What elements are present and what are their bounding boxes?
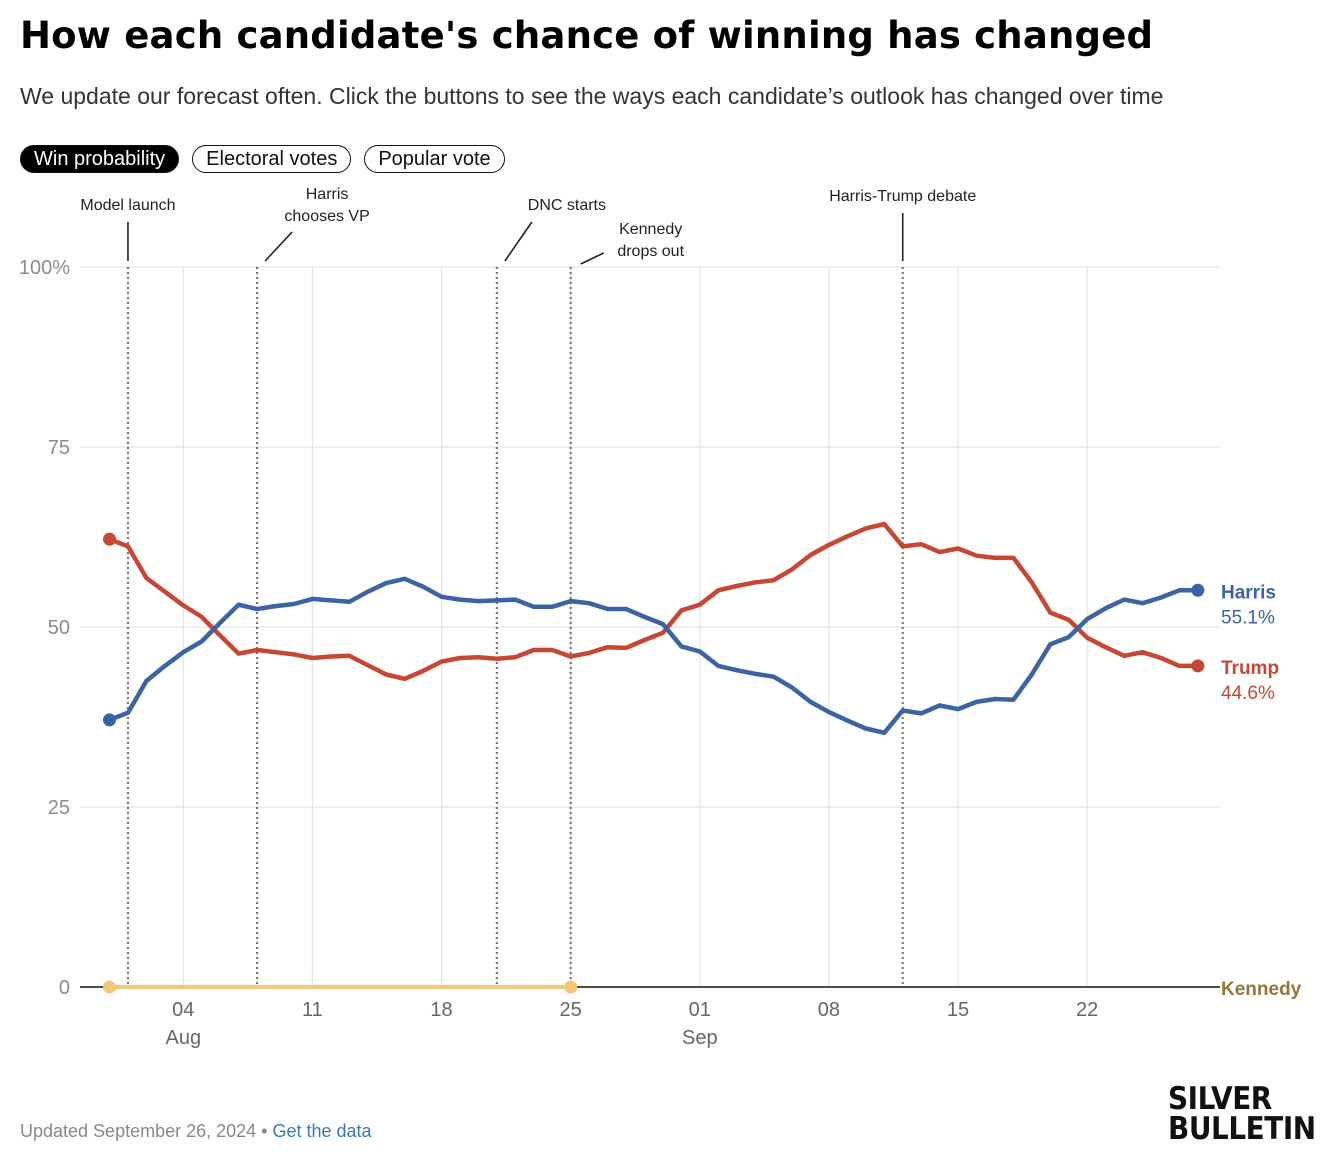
y-tick-label: 50 bbox=[48, 617, 70, 639]
x-tick-label: 08 bbox=[818, 999, 840, 1021]
y-tick-label: 0 bbox=[59, 977, 70, 999]
x-tick-month-label: Sep bbox=[682, 1027, 718, 1049]
harris-end-point bbox=[1191, 583, 1205, 597]
win-probability-button[interactable]: Win probability bbox=[20, 145, 180, 173]
event-label: drops out bbox=[617, 243, 684, 260]
footer-separator: • bbox=[256, 1121, 273, 1141]
chart-subtitle: We update our forecast often. Click the … bbox=[20, 83, 1164, 109]
popular-vote-button[interactable]: Popular vote bbox=[364, 145, 505, 173]
x-tick-label: 18 bbox=[430, 999, 452, 1021]
x-tick-label: 22 bbox=[1076, 999, 1098, 1021]
x-tick-label: 01 bbox=[689, 999, 711, 1021]
harris-end-value: 55.1% bbox=[1221, 607, 1275, 628]
y-tick-label: 75 bbox=[48, 437, 70, 459]
electoral-votes-button[interactable]: Electoral votes bbox=[192, 145, 352, 173]
event-label: chooses VP bbox=[284, 208, 369, 225]
logo-line-1: SILVER bbox=[1168, 1081, 1272, 1117]
x-tick-label: 11 bbox=[302, 999, 323, 1021]
x-tick-month-label: Aug bbox=[166, 1027, 202, 1049]
event-label: DNC starts bbox=[528, 197, 606, 214]
trump-start-point bbox=[103, 532, 117, 546]
x-tick-label: 04 bbox=[172, 999, 194, 1021]
trump-end-value: 44.6% bbox=[1221, 683, 1275, 704]
event-leader-line bbox=[504, 221, 533, 262]
event-leader-line bbox=[580, 252, 605, 265]
updated-date: Updated September 26, 2024 bbox=[20, 1121, 257, 1141]
kennedy-end-label: Kennedy bbox=[1221, 979, 1302, 1000]
y-tick-label: 25 bbox=[48, 797, 70, 819]
harris-series-line bbox=[107, 576, 1201, 736]
chart-title: How each candidate's chance of winning h… bbox=[20, 14, 1154, 57]
kennedy-start-point bbox=[103, 980, 117, 994]
y-tick-label: 100% bbox=[19, 257, 70, 279]
trump-end-label: Trump bbox=[1221, 658, 1279, 679]
kennedy-end-point bbox=[564, 980, 578, 994]
harris-start-point bbox=[103, 713, 117, 727]
x-tick-label: 25 bbox=[560, 999, 582, 1021]
logo-line-2: BULLETIN bbox=[1168, 1111, 1316, 1147]
get-the-data-link[interactable]: Get the data bbox=[272, 1121, 372, 1141]
footer: Updated September 26, 2024 • Get the dat… bbox=[20, 1121, 372, 1142]
event-label: Model launch bbox=[80, 197, 175, 214]
trump-series-line bbox=[107, 521, 1201, 682]
metric-toggle-group: Win probability Electoral votes Popular … bbox=[20, 145, 505, 173]
x-tick-label: 15 bbox=[947, 999, 969, 1021]
event-label: Harris bbox=[306, 186, 349, 203]
event-label: Kennedy bbox=[619, 221, 682, 238]
event-label: Harris-Trump debate bbox=[829, 188, 976, 205]
silver-bulletin-logo: SILVER BULLETIN bbox=[1168, 1081, 1316, 1147]
trump-end-point bbox=[1191, 659, 1205, 673]
harris-end-label: Harris bbox=[1221, 582, 1276, 603]
event-leader-line bbox=[264, 231, 293, 262]
